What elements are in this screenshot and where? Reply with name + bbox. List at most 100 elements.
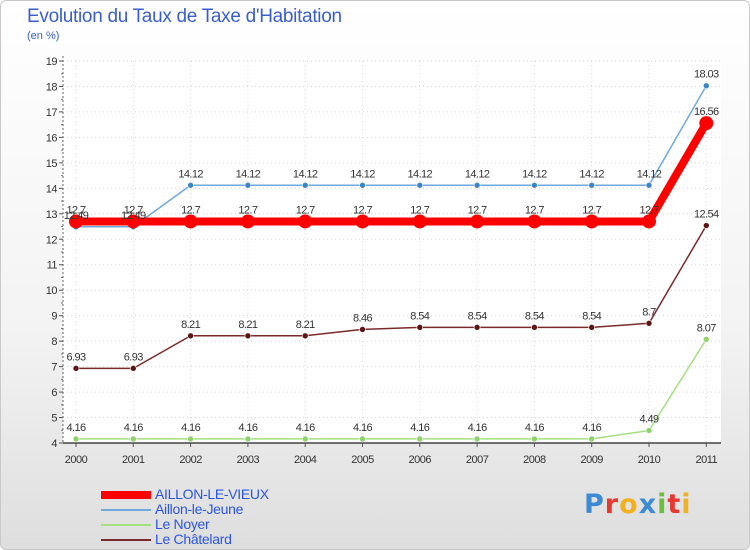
data-point — [642, 214, 656, 229]
data-label: 18.03 — [694, 69, 719, 81]
logo-letter: i — [657, 489, 668, 520]
data-label: 12.7 — [238, 204, 257, 216]
x-tick-label: 2002 — [179, 454, 202, 466]
y-tick-label: 9 — [51, 311, 57, 323]
legend-item: Le Châtelard — [101, 531, 361, 547]
data-label: 14.12 — [236, 168, 261, 180]
data-label: 8.54 — [468, 310, 487, 322]
data-point — [473, 324, 481, 331]
logo-letter: i — [681, 489, 692, 520]
data-point — [301, 332, 309, 340]
legend-label: Le Noyer — [155, 516, 210, 532]
data-point — [473, 181, 481, 189]
y-tick-label: 15 — [46, 158, 58, 170]
y-tick-label: 4 — [51, 438, 57, 450]
data-point — [527, 214, 542, 229]
data-label: 4.16 — [181, 422, 200, 434]
data-label: 8.54 — [525, 310, 544, 322]
data-label: 8.21 — [181, 319, 200, 331]
y-tick-label: 16 — [46, 132, 58, 144]
data-point — [69, 214, 83, 229]
data-label: 6.93 — [66, 351, 85, 363]
legend-label: Le Châtelard — [155, 531, 232, 547]
data-label: 12.7 — [525, 204, 544, 216]
data-label: 8.21 — [296, 319, 315, 331]
data-label: 8.7 — [642, 306, 656, 318]
data-point — [126, 214, 141, 229]
data-label: 12.49 — [121, 210, 146, 222]
data-label: 14.12 — [522, 168, 547, 180]
data-label: 4.16 — [468, 422, 487, 434]
legend-swatch — [101, 524, 151, 526]
y-tick-label: 19 — [46, 56, 58, 68]
x-tick-label: 2004 — [294, 454, 317, 466]
data-point — [645, 181, 653, 189]
data-label: 8.21 — [238, 319, 257, 331]
series-line-le-noyer — [76, 338, 707, 440]
data-point — [359, 435, 366, 443]
data-point — [301, 181, 309, 189]
data-point — [531, 435, 538, 443]
data-point — [473, 435, 481, 443]
data-point — [72, 435, 80, 443]
x-tick-label: 2007 — [466, 454, 489, 466]
data-label: 12.54 — [694, 209, 719, 221]
data-label: 12.49 — [64, 210, 89, 222]
data-point — [187, 181, 194, 189]
data-label: 4.16 — [238, 422, 257, 434]
data-label: 14.12 — [350, 168, 375, 180]
data-label: 4.16 — [410, 422, 429, 434]
data-point — [244, 181, 252, 189]
data-label: 8.54 — [582, 310, 601, 322]
y-tick-label: 10 — [46, 285, 58, 297]
legend-item: AILLON-LE-VIEUX — [101, 486, 361, 502]
data-point — [470, 214, 485, 229]
data-point — [645, 320, 653, 327]
y-tick-label: 13 — [46, 209, 58, 221]
data-point — [244, 332, 252, 340]
data-label: 4.16 — [66, 422, 85, 434]
legend-swatch — [101, 509, 151, 511]
data-point — [645, 427, 653, 434]
legend-item: Le Noyer — [101, 516, 361, 532]
data-point — [702, 336, 710, 343]
x-tick-label: 2005 — [351, 454, 374, 466]
series-line-le-ch-telard — [76, 225, 707, 370]
logo-letter: t — [667, 489, 682, 520]
legend-swatch — [101, 539, 151, 541]
data-point — [130, 365, 137, 372]
data-label: 6.93 — [124, 351, 143, 363]
data-label: 8.54 — [410, 310, 429, 322]
legend-label: AILLON-LE-VIEUX — [155, 486, 269, 502]
x-tick-label: 2011 — [695, 454, 717, 466]
data-label: 4.16 — [525, 422, 544, 434]
data-point — [72, 365, 80, 372]
x-tick-label: 2010 — [638, 454, 661, 466]
logo-letter: r — [604, 489, 620, 520]
data-label: 8.46 — [353, 312, 372, 324]
data-label: 12.7 — [66, 204, 85, 216]
x-tick-label: 2006 — [409, 454, 432, 466]
data-point — [416, 435, 424, 443]
data-point — [699, 116, 714, 131]
series-line-aillon-le-vieux — [76, 121, 710, 226]
data-label: 12.7 — [124, 204, 143, 216]
data-label: 14.12 — [293, 168, 318, 180]
data-point — [359, 181, 366, 189]
data-point — [416, 181, 424, 189]
y-tick-label: 17 — [46, 107, 58, 119]
data-point — [187, 435, 194, 443]
data-point — [588, 181, 596, 189]
data-point — [588, 435, 596, 443]
proxiti-logo: Proxiti — [584, 489, 692, 520]
data-label: 12.7 — [639, 204, 658, 216]
data-label: 12.7 — [353, 204, 372, 216]
data-label: 16.56 — [694, 106, 719, 118]
data-point — [702, 82, 710, 90]
series-line-aillon-le-jeune — [76, 85, 707, 228]
x-tick-label: 2008 — [523, 454, 546, 466]
data-point — [183, 214, 198, 229]
y-tick-label: 7 — [51, 362, 57, 374]
data-point — [298, 214, 313, 229]
